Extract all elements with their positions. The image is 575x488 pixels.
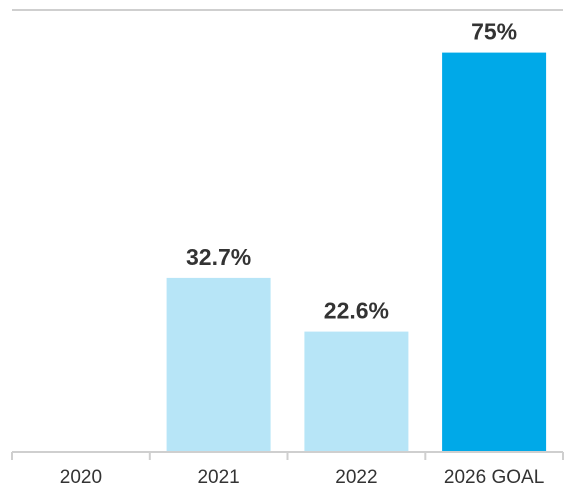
- value-label-2021: 32.7%: [186, 244, 251, 270]
- bar-2022: [304, 331, 409, 452]
- bar-2021: [166, 277, 271, 452]
- value-labels-group: 32.7% 22.6% 75%: [186, 19, 517, 324]
- x-tick-label-2021: 2021: [197, 467, 239, 488]
- x-tick-marks-group: [11, 452, 564, 460]
- x-tick-label-2026-goal: 2026 GOAL: [444, 467, 544, 488]
- value-label-2026-goal: 75%: [471, 19, 517, 45]
- x-tick-label-2022: 2022: [335, 467, 377, 488]
- x-tick-label-2020: 2020: [60, 467, 102, 488]
- value-label-2022: 22.6%: [324, 298, 389, 324]
- bar-2026-goal: [442, 52, 547, 452]
- x-tick-labels-group: 2020 2021 2022 2026 GOAL: [60, 467, 545, 488]
- bars-group: [166, 52, 547, 452]
